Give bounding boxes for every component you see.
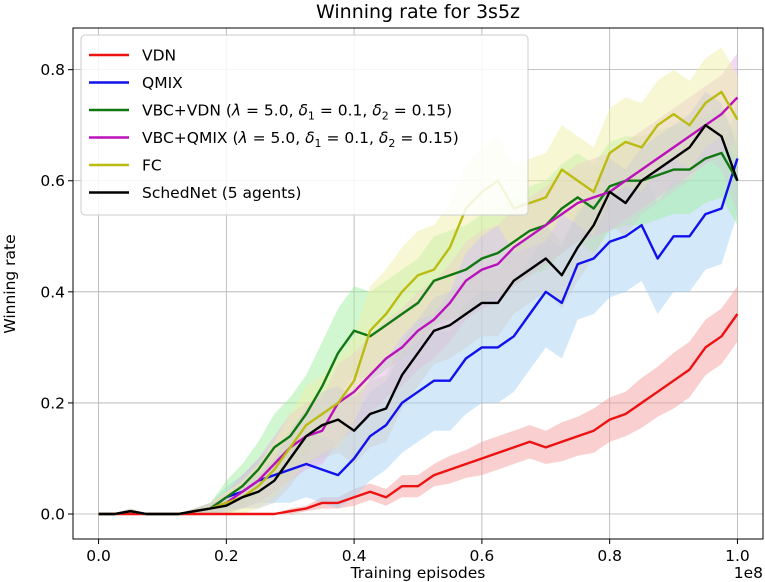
legend-box [80, 34, 529, 216]
x-tick-label: 0.2 [214, 547, 239, 565]
schednet-5-agents-line [98, 123, 739, 516]
x-tick-label: 0.8 [597, 547, 622, 565]
schednet-5-agents-band [98, 91, 738, 515]
x-axis-ticks: 0.0 0.2 0.4 0.6 0.8 1.0 [86, 539, 750, 565]
x-tick-label: 0.6 [470, 547, 495, 565]
legend-label-vbc-vdn: VBC+VDN (λ = 5.0, δ1 = 0.1, δ2 = 0.15) [142, 102, 452, 123]
legend-label-vbc-qmix: VBC+QMIX (λ = 5.0, δ1 = 0.1, δ2 = 0.15) [142, 129, 459, 150]
y-tick-label: 0.6 [40, 172, 65, 190]
chart-title: Winning rate for 3s5z [316, 1, 520, 23]
y-tick-label: 0.4 [40, 283, 65, 301]
legend-label-vdn: VDN [142, 47, 176, 65]
x-tick-label: 0.0 [86, 547, 111, 565]
qmix-band [98, 103, 738, 514]
legend-items: VDN QMIX VBC+VDN (λ = 5.0, δ1 = 0.1, δ2 = … [89, 47, 459, 202]
y-axis-ticks: 0.0 0.2 0.4 0.6 0.8 [40, 61, 73, 524]
x-axis-label: Training episodes [350, 564, 486, 582]
y-tick-label: 0.0 [40, 506, 65, 524]
legend-label-fc: FC [142, 157, 162, 175]
y-axis-label: Winning rate [1, 234, 19, 333]
y-tick-label: 0.2 [40, 394, 65, 412]
legend: VDN QMIX VBC+VDN (λ = 5.0, δ1 = 0.1, δ2 = … [80, 34, 529, 216]
vdn-line [98, 313, 739, 516]
legend-label-qmix: QMIX [142, 74, 183, 92]
x-tick-label: 0.4 [342, 547, 367, 565]
plot-frame [72, 27, 764, 540]
series-lines [98, 90, 739, 516]
legend-label-schednet-5-agents: SchedNet (5 agents) [142, 184, 301, 202]
y-tick-label: 0.8 [40, 61, 65, 79]
x-tick-label: 1.0 [725, 547, 750, 565]
x-axis-offset-label: 1e8 [734, 564, 763, 582]
confidence-bands [98, 47, 738, 515]
vdn-band [98, 286, 738, 514]
fc-band [98, 47, 738, 515]
